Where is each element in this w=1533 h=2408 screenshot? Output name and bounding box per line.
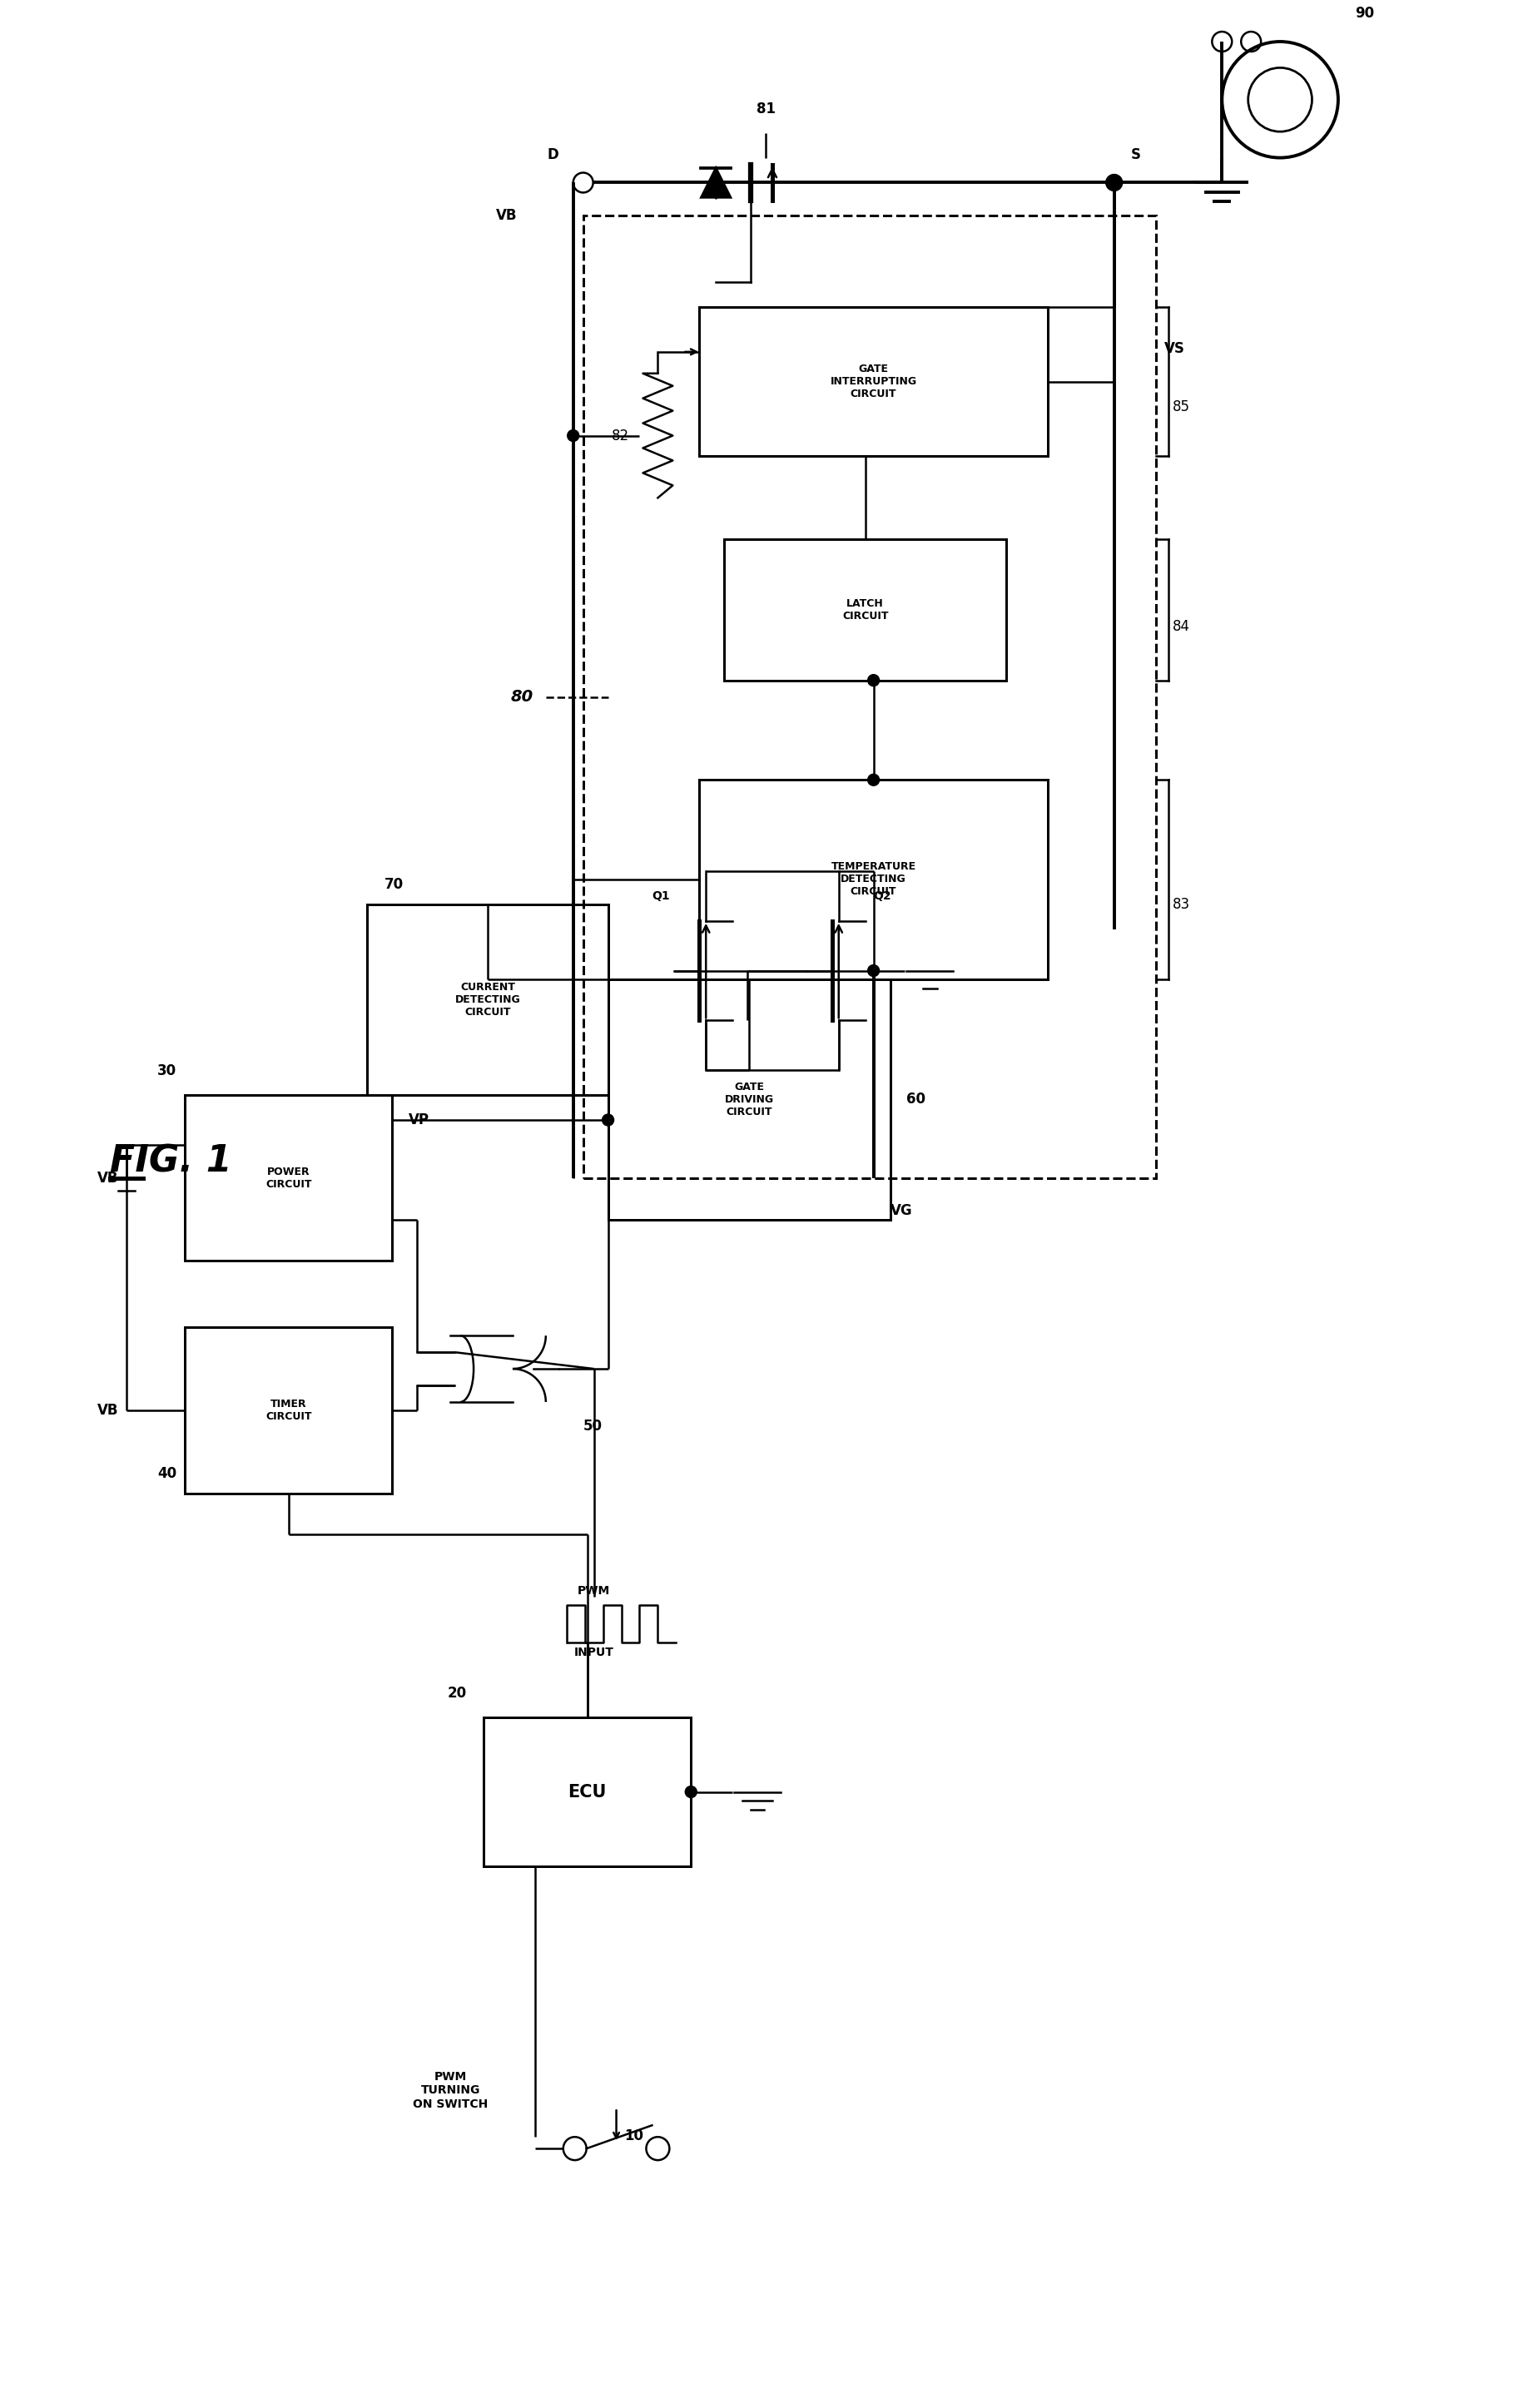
Text: ECU: ECU — [569, 1784, 607, 1801]
Bar — [699, 780, 1047, 980]
Text: 40: 40 — [158, 1466, 176, 1481]
Text: D: D — [547, 147, 558, 161]
Text: VS: VS — [1164, 342, 1185, 356]
Text: VB: VB — [97, 1170, 118, 1185]
Circle shape — [685, 1787, 698, 1799]
Bar — [609, 980, 891, 1218]
Text: VB: VB — [495, 209, 517, 224]
Text: LATCH
CIRCUIT: LATCH CIRCUIT — [842, 597, 888, 621]
Bar — [699, 308, 1047, 458]
Text: Q2: Q2 — [874, 891, 892, 903]
Text: TIMER
CIRCUIT: TIMER CIRCUIT — [265, 1399, 311, 1423]
Text: INPUT: INPUT — [573, 1647, 613, 1659]
Text: 81: 81 — [756, 101, 776, 116]
Text: 20: 20 — [448, 1686, 468, 1700]
Text: 70: 70 — [385, 877, 403, 891]
Text: VG: VG — [891, 1204, 912, 1218]
Bar — [483, 1717, 691, 1866]
Text: S: S — [1131, 147, 1141, 161]
Circle shape — [602, 1115, 613, 1127]
Text: 80: 80 — [510, 689, 533, 706]
Text: 10: 10 — [624, 2129, 644, 2143]
Text: 60: 60 — [906, 1091, 926, 1108]
Circle shape — [1105, 173, 1122, 190]
Bar — [185, 1327, 392, 1493]
Text: 84: 84 — [1173, 619, 1190, 633]
Text: GATE
INTERRUPTING
CIRCUIT: GATE INTERRUPTING CIRCUIT — [831, 364, 917, 400]
Text: 83: 83 — [1173, 896, 1190, 913]
Text: PWM
TURNING
ON SWITCH: PWM TURNING ON SWITCH — [412, 2071, 487, 2109]
Text: 90: 90 — [1355, 5, 1374, 22]
Bar — [368, 905, 609, 1096]
Polygon shape — [701, 169, 731, 197]
Text: 82: 82 — [612, 429, 629, 443]
Text: CURRENT
DETECTING
CIRCUIT: CURRENT DETECTING CIRCUIT — [455, 982, 521, 1019]
Circle shape — [868, 773, 880, 785]
Text: Q1: Q1 — [652, 891, 670, 903]
Text: GATE
DRIVING
CIRCUIT: GATE DRIVING CIRCUIT — [725, 1081, 774, 1117]
Text: 30: 30 — [158, 1064, 176, 1079]
Text: VB: VB — [97, 1404, 118, 1418]
Circle shape — [567, 429, 579, 441]
Circle shape — [868, 674, 880, 686]
Text: FIG. 1: FIG. 1 — [110, 1144, 233, 1180]
Bar — [583, 217, 1156, 1178]
Circle shape — [868, 966, 880, 978]
Text: 85: 85 — [1173, 400, 1190, 414]
Text: 50: 50 — [583, 1418, 602, 1433]
Text: TEMPERATURE
DETECTING
CIRCUIT: TEMPERATURE DETECTING CIRCUIT — [831, 862, 917, 898]
Text: POWER
CIRCUIT: POWER CIRCUIT — [265, 1165, 311, 1190]
Text: PWM: PWM — [578, 1584, 610, 1597]
Bar — [724, 539, 1006, 681]
Text: VP: VP — [409, 1112, 429, 1127]
Bar — [185, 1096, 392, 1262]
